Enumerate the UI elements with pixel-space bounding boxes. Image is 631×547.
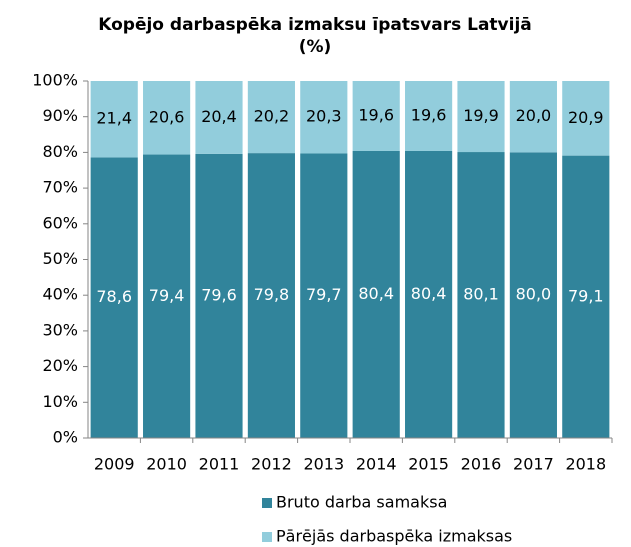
legend-swatch xyxy=(262,532,272,542)
value-label: 80,1 xyxy=(463,285,499,304)
bar-segment xyxy=(562,155,610,438)
value-label: 79,6 xyxy=(201,285,237,304)
x-tick-label: 2009 xyxy=(94,455,135,474)
value-label: 20,0 xyxy=(516,106,552,125)
value-label: 20,3 xyxy=(306,107,342,126)
bar-segment xyxy=(352,81,400,151)
bar-segment xyxy=(300,153,348,438)
x-tick-label: 2015 xyxy=(408,455,449,474)
y-tick-label: 10% xyxy=(42,392,78,411)
bar-segment xyxy=(143,154,191,439)
x-tick-label: 2017 xyxy=(513,455,554,474)
y-tick-label: 0% xyxy=(53,428,78,447)
x-tick-label: 2012 xyxy=(251,455,292,474)
value-label: 20,9 xyxy=(568,108,604,127)
legend-swatch xyxy=(262,498,272,508)
y-tick-label: 20% xyxy=(42,356,78,375)
value-label: 21,4 xyxy=(96,109,132,128)
value-label: 79,1 xyxy=(568,286,604,305)
value-label: 20,4 xyxy=(201,107,237,126)
bar-segment xyxy=(457,152,505,438)
bar-segment xyxy=(509,81,557,153)
y-tick-label: 50% xyxy=(42,249,78,268)
legend-label: Pārējās darbaspēka izmaksas xyxy=(276,527,512,546)
value-label: 20,2 xyxy=(254,107,290,126)
value-label: 80,0 xyxy=(516,285,552,304)
bar-segment xyxy=(352,150,400,439)
value-label: 19,6 xyxy=(411,105,447,124)
value-label: 19,6 xyxy=(358,105,394,124)
x-tick-label: 2013 xyxy=(303,455,344,474)
value-label: 79,4 xyxy=(149,286,185,305)
y-tick-label: 70% xyxy=(42,178,78,197)
bar-segment xyxy=(90,81,138,158)
bar-segment xyxy=(247,153,295,438)
x-tick-label: 2011 xyxy=(199,455,240,474)
value-label: 79,8 xyxy=(254,285,290,304)
bar-segment xyxy=(509,152,557,438)
y-tick-label: 90% xyxy=(42,106,78,125)
bar-segment xyxy=(195,81,243,154)
bar-segment xyxy=(143,81,191,155)
value-label: 19,9 xyxy=(463,106,499,125)
y-tick-label: 80% xyxy=(42,142,78,161)
y-tick-label: 100% xyxy=(32,71,78,90)
y-tick-label: 60% xyxy=(42,213,78,232)
bar-segment xyxy=(300,81,348,154)
x-tick-label: 2018 xyxy=(565,455,606,474)
value-label: 20,6 xyxy=(149,107,185,126)
x-tick-label: 2010 xyxy=(146,455,187,474)
x-tick-label: 2016 xyxy=(461,455,502,474)
value-label: 80,4 xyxy=(411,284,447,303)
value-label: 78,6 xyxy=(96,287,132,306)
bar-segment xyxy=(562,81,610,156)
value-label: 80,4 xyxy=(358,284,394,303)
bar-segment xyxy=(90,157,138,438)
y-tick-label: 30% xyxy=(42,320,78,339)
bar-segment xyxy=(247,81,295,154)
bar-segment xyxy=(195,153,243,438)
x-tick-label: 2014 xyxy=(356,455,397,474)
bar-segment xyxy=(457,81,505,153)
chart-title: Kopējo darbaspēka izmaksu īpatsvars Latv… xyxy=(98,15,532,57)
y-tick-label: 40% xyxy=(42,285,78,304)
bar-segment xyxy=(405,150,453,439)
legend-label: Bruto darba samaksa xyxy=(276,493,447,512)
value-label: 79,7 xyxy=(306,285,342,304)
bar-segment xyxy=(405,81,453,151)
